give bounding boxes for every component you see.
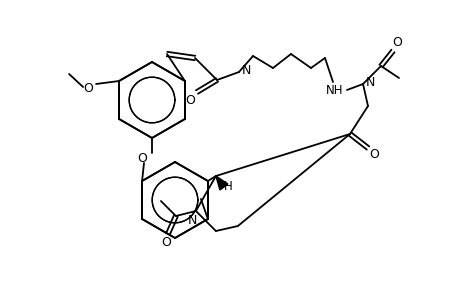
Text: O: O <box>137 152 146 166</box>
Text: N: N <box>364 76 374 89</box>
Text: O: O <box>368 148 378 161</box>
Text: N: N <box>241 64 250 76</box>
Polygon shape <box>215 176 227 190</box>
Text: O: O <box>83 82 93 95</box>
Text: N: N <box>188 214 197 226</box>
Text: O: O <box>161 236 170 250</box>
Text: NH: NH <box>325 83 343 97</box>
Text: H: H <box>223 179 232 193</box>
Text: O: O <box>185 94 195 106</box>
Text: O: O <box>391 37 401 50</box>
